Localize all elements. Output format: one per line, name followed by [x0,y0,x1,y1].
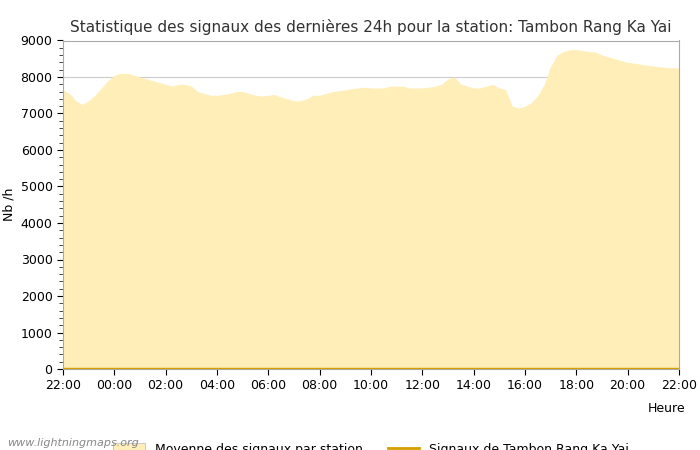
Legend: Moyenne des signaux par station, Signaux de Tambon Rang Ka Yai: Moyenne des signaux par station, Signaux… [108,438,634,450]
X-axis label: Heure: Heure [648,402,685,415]
Text: www.lightningmaps.org: www.lightningmaps.org [7,438,139,448]
Y-axis label: Nb /h: Nb /h [2,188,15,221]
Title: Statistique des signaux des dernières 24h pour la station: Tambon Rang Ka Yai: Statistique des signaux des dernières 24… [70,19,672,35]
